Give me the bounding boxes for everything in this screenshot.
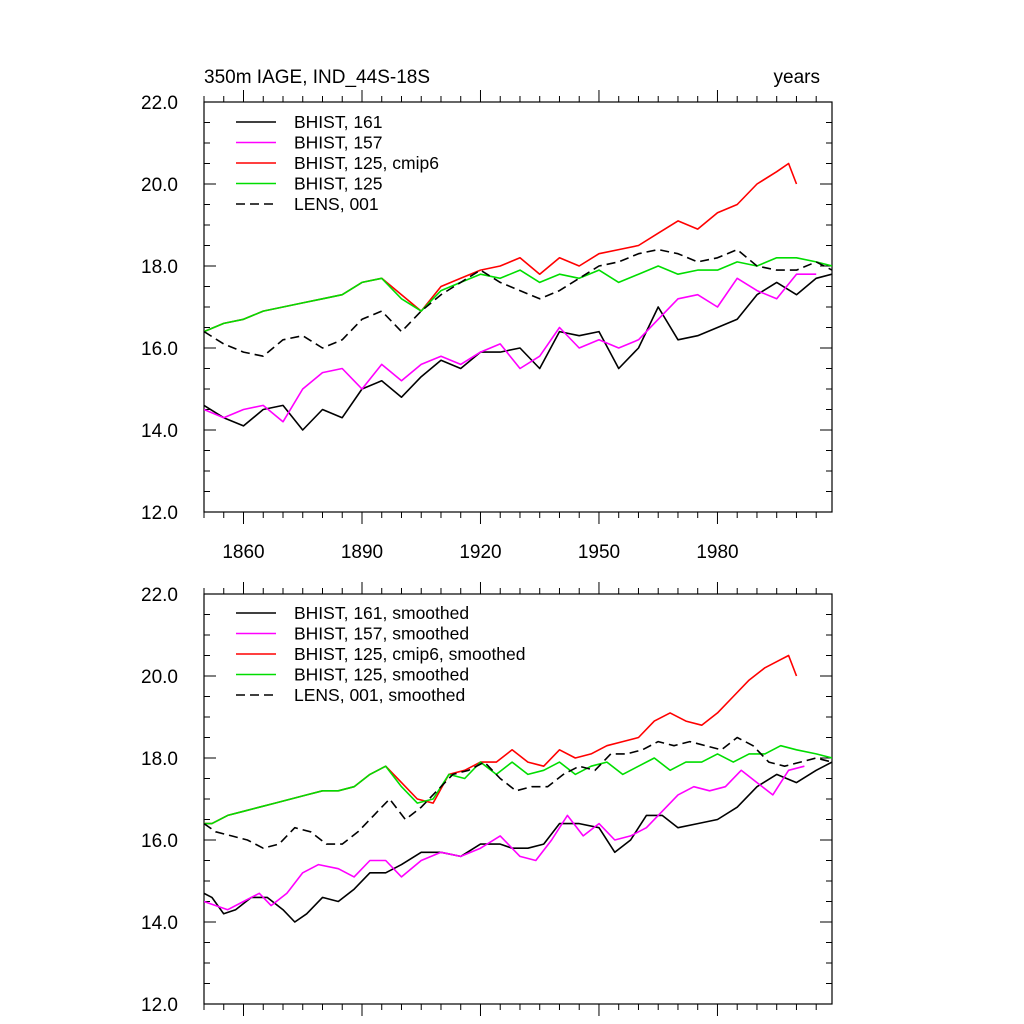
y-tick-label: 20.0 <box>141 667 178 688</box>
series-line-lens-001 <box>204 248 832 357</box>
legend-label: BHIST, 161 <box>294 112 383 132</box>
legend-label: LENS, 001, smoothed <box>294 685 465 705</box>
units-label: years <box>774 67 820 88</box>
y-tick-label: 14.0 <box>141 421 178 442</box>
series-line-bhist-125 <box>204 257 832 333</box>
series-line-bhist-161 <box>204 273 832 431</box>
x-tick-label: 1950 <box>578 542 620 563</box>
series-line-bhist-125-cmip6 <box>204 162 798 333</box>
legend-label: BHIST, 125, smoothed <box>294 665 469 685</box>
series-line-bhist-157-smoothed <box>204 765 805 911</box>
y-tick-label: 12.0 <box>141 995 178 1016</box>
y-tick-label: 16.0 <box>141 831 178 852</box>
x-tick-label: 1860 <box>222 542 264 563</box>
y-tick-label: 22.0 <box>141 585 178 606</box>
series-line-lens-001-smoothed <box>204 736 832 849</box>
y-tick-label: 18.0 <box>141 749 178 770</box>
legend-label: BHIST, 161, smoothed <box>294 603 469 623</box>
x-tick-label: 1980 <box>696 542 738 563</box>
series-group <box>204 654 832 923</box>
legend-label: BHIST, 157, smoothed <box>294 624 469 644</box>
top-panel: 12.0 14.0 16.0 18.0 20.0 22.0 1860 1890 1920 1950… <box>141 67 833 563</box>
y-tick-label: 18.0 <box>141 257 178 278</box>
y-tick-label: 20.0 <box>141 175 178 196</box>
bottom-panel: 12.0 14.0 16.0 18.0 20.0 22.0 BHIST, 161, smoo… <box>141 582 833 1016</box>
legend-label: BHIST, 157 <box>294 133 383 153</box>
series-group <box>204 162 832 431</box>
series-line-bhist-125-smoothed <box>204 744 832 825</box>
legend-label: BHIST, 125, cmip6 <box>294 153 439 173</box>
series-line-bhist-157 <box>204 273 817 423</box>
x-tick-label: 1890 <box>341 542 383 563</box>
legend-label: BHIST, 125, cmip6, smoothed <box>294 644 526 664</box>
series-line-bhist-161-smoothed <box>204 761 832 923</box>
legend-label: BHIST, 125 <box>294 174 383 194</box>
y-tick-label: 22.0 <box>141 93 178 114</box>
y-tick-label: 16.0 <box>141 339 178 360</box>
chart-title: 350m IAGE, IND_44S-18S <box>204 67 430 88</box>
legend-label: LENS, 001 <box>294 194 379 214</box>
y-tick-label: 14.0 <box>141 913 178 934</box>
y-tick-label: 12.0 <box>141 503 178 524</box>
x-tick-label: 1920 <box>459 542 501 563</box>
